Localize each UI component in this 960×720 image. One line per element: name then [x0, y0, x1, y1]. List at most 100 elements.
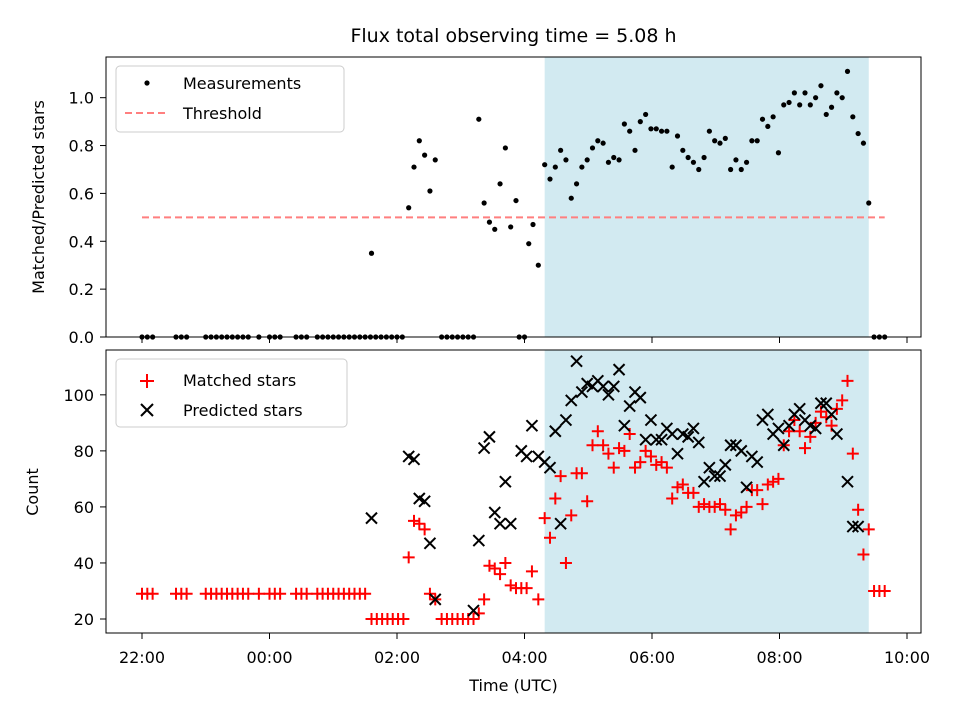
- measurement-point: [526, 241, 532, 247]
- measurement-point: [759, 116, 766, 122]
- predicted-star-point: [559, 413, 573, 427]
- predicted-star-point: [575, 385, 589, 399]
- measurement-point: [844, 68, 851, 74]
- matched-star-point: [252, 587, 265, 600]
- measurement-point: [860, 140, 867, 146]
- y-tick-label: 40: [74, 554, 94, 573]
- predicted-star-point: [655, 433, 668, 446]
- predicted-star-point: [423, 537, 437, 550]
- predicted-star-point: [830, 427, 844, 441]
- predicted-star-points: [365, 355, 865, 617]
- measurement-point: [717, 140, 723, 146]
- predicted-star-point: [820, 397, 833, 410]
- measurement-point: [584, 157, 590, 163]
- legend-label-predicted: Predicted stars: [183, 401, 303, 420]
- matched-star-point: [602, 447, 615, 460]
- predicted-star-point: [793, 402, 806, 416]
- matched-star-point: [467, 612, 480, 625]
- measurement-point: [669, 164, 675, 170]
- measurement-point: [486, 219, 493, 225]
- legend-label-matched: Matched stars: [183, 371, 296, 390]
- predicted-star-point: [365, 511, 378, 525]
- measurement-point: [775, 150, 782, 156]
- measurement-point: [653, 126, 659, 132]
- x-tick-label: 22:00: [119, 648, 165, 667]
- predicted-star-point: [477, 441, 491, 455]
- measurement-point: [696, 166, 702, 173]
- x-tick-label: 08:00: [756, 648, 802, 667]
- matched-star-point: [591, 425, 604, 438]
- predicted-star-point: [740, 481, 753, 494]
- measurement-point: [535, 262, 541, 268]
- predicted-star-point: [681, 430, 695, 444]
- predicted-star-point: [623, 399, 636, 413]
- predicted-star-point: [543, 461, 557, 474]
- predicted-star-point: [549, 425, 562, 438]
- predicted-star-point: [570, 355, 583, 368]
- matched-star-point: [629, 461, 641, 474]
- legend-marker-matched: [140, 374, 154, 388]
- bottom-y-axis-label: Count: [23, 468, 42, 516]
- matched-star-point: [418, 523, 431, 536]
- matched-star-point: [692, 500, 705, 513]
- predicted-star-point: [761, 408, 775, 421]
- matched-star-point: [146, 587, 159, 600]
- measurement-point: [573, 181, 580, 187]
- y-tick-label: 80: [74, 442, 94, 461]
- measurement-point: [733, 157, 739, 163]
- predicted-star-point: [639, 433, 652, 446]
- y-tick-label: 0.2: [69, 280, 94, 299]
- matched-star-point: [565, 509, 578, 522]
- matched-star-point: [300, 587, 313, 600]
- measurement-point: [749, 138, 755, 144]
- measurement-point: [579, 164, 585, 170]
- top-shaded-region: [544, 57, 869, 337]
- predicted-star-point: [634, 391, 647, 404]
- predicted-star-point: [777, 439, 790, 452]
- measurement-point: [802, 90, 808, 96]
- predicted-star-point: [814, 397, 828, 410]
- matched-star-point: [799, 442, 811, 455]
- predicted-star-point: [708, 469, 721, 483]
- y-tick-label: 20: [74, 610, 94, 629]
- matched-star-point: [494, 568, 507, 581]
- measurement-point: [563, 157, 569, 163]
- measurement-point: [781, 102, 787, 108]
- top-legend: Measurements Threshold: [115, 65, 345, 133]
- matched-star-point: [852, 503, 865, 516]
- measurement-point: [701, 154, 707, 161]
- measurement-point: [828, 104, 835, 110]
- matched-star-point: [644, 450, 657, 463]
- matched-star-point: [504, 579, 517, 592]
- matched-star-point: [650, 458, 663, 471]
- measurement-point: [754, 138, 760, 144]
- predicted-star-point: [488, 506, 501, 519]
- measurement-point: [422, 152, 428, 158]
- legend-label-measurements: Measurements: [183, 74, 301, 93]
- measurement-point: [664, 128, 670, 134]
- matched-star-point: [499, 556, 512, 569]
- predicted-star-point: [612, 363, 626, 376]
- measurement-point: [728, 166, 734, 173]
- predicted-star-point: [554, 517, 567, 530]
- predicted-star-point: [846, 520, 860, 533]
- predicted-star-point: [596, 380, 610, 393]
- predicted-star-point: [841, 475, 854, 488]
- matched-star-point: [613, 442, 626, 455]
- measurement-point: [680, 147, 686, 153]
- predicted-star-point: [719, 458, 732, 472]
- matched-star-point: [525, 565, 538, 578]
- y-tick-label: 100: [63, 386, 94, 405]
- matched-star-point: [846, 447, 859, 460]
- matched-star-point: [809, 416, 822, 429]
- matched-star-point: [772, 472, 785, 485]
- x-tick-label: 00:00: [246, 648, 292, 667]
- measurement-point: [427, 188, 433, 194]
- y-tick-label: 1.0: [69, 89, 94, 108]
- x-tick-label: 02:00: [374, 648, 420, 667]
- measurement-point: [834, 90, 840, 96]
- predicted-star-point: [809, 422, 822, 435]
- matched-star-point: [729, 509, 742, 522]
- matched-star-point: [554, 470, 567, 483]
- bottom-y-ticks: 20 40 60 80 100: [63, 386, 106, 629]
